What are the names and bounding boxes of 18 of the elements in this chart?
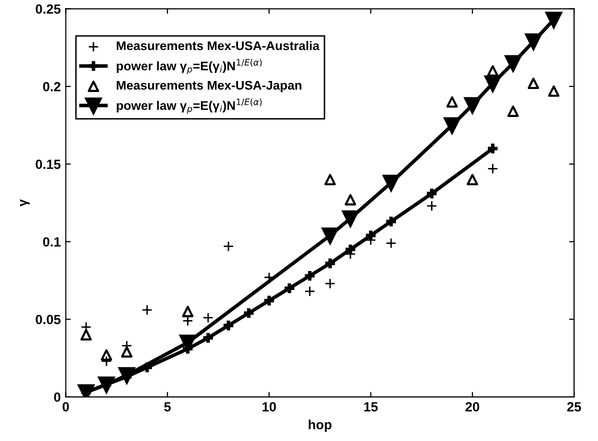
y-tick-label: 0.25 xyxy=(36,4,61,14)
legend-label: power law γ$_{p}$=E(γ$_{i}$)N$^{1/E(α)}$ xyxy=(116,98,262,114)
x-tick-label: 10 xyxy=(262,402,276,412)
x-axis-title: hop xyxy=(308,420,332,432)
legend-label: Measurements Mex-USA-Japan xyxy=(116,80,302,92)
legend-label: Measurements Mex-USA-Australia xyxy=(116,40,320,50)
x-tick-label: 5 xyxy=(164,402,171,412)
x-tick-label: 20 xyxy=(466,402,480,412)
y-tick-label: 0 xyxy=(54,392,60,402)
y-tick-label: 0.2 xyxy=(43,82,60,92)
x-tick-label: 25 xyxy=(567,402,582,412)
y-tick-label: 0.05 xyxy=(36,314,61,324)
x-tick-label: 15 xyxy=(364,402,378,412)
y-tick-label: 0.15 xyxy=(36,160,61,169)
y-axis-title: γ xyxy=(20,199,30,206)
x-tick-label: 0 xyxy=(62,402,69,412)
legend-label: power law γ$_{p}$=E(γ$_{i}$)N$^{1/E(α)}$ xyxy=(116,58,262,74)
y-tick-label: 0.1 xyxy=(43,237,61,247)
